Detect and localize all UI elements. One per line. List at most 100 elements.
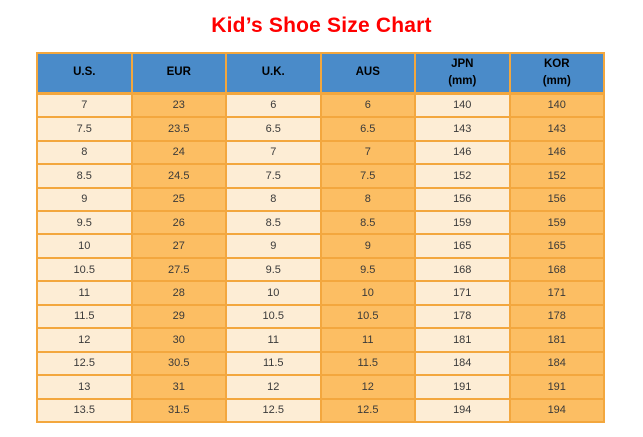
size-table: U.S. EUR U.K. AUS JPN (mm) KOR (mm) 7 23 6 6 140 1… <box>36 52 605 424</box>
table-cell: 181 <box>508 327 605 353</box>
table-cell: 11 <box>36 280 133 306</box>
table-cell: 171 <box>414 280 511 306</box>
table-row: 10 27 9 9 165 165 <box>36 233 605 259</box>
column-header-u-s: U.S. <box>36 52 133 95</box>
table-cell: 184 <box>508 350 605 377</box>
table-cell: 159 <box>508 209 605 236</box>
table-cell: 146 <box>414 139 511 166</box>
table-row: 11 28 10 10 171 171 <box>36 280 605 306</box>
table-cell: 27 <box>130 233 227 259</box>
size-table-body: 7 23 6 6 140 140 7.5 23.5 6.5 6.5 143 143 8 24 7 7 146 14… <box>36 91 605 424</box>
column-header-jpn-mm: JPN (mm) <box>414 52 511 95</box>
table-cell: 140 <box>414 91 511 119</box>
table-cell: 146 <box>508 139 605 166</box>
table-cell: 7.5 <box>225 163 322 189</box>
table-cell: 9.5 <box>225 256 322 283</box>
table-cell: 168 <box>508 256 605 283</box>
table-cell: 165 <box>414 233 511 259</box>
table-cell: 140 <box>508 91 605 119</box>
table-cell: 10 <box>225 280 322 306</box>
table-cell: 6 <box>319 91 416 119</box>
table-cell: 156 <box>414 186 511 213</box>
table-cell: 11.5 <box>225 350 322 377</box>
table-cell: 11.5 <box>319 350 416 377</box>
table-cell: 12.5 <box>225 397 322 424</box>
column-header-eur: EUR <box>130 52 227 95</box>
table-cell: 28 <box>130 280 227 306</box>
table-cell: 9.5 <box>319 256 416 283</box>
table-cell: 25 <box>130 186 227 213</box>
table-cell: 178 <box>414 303 511 330</box>
table-cell: 23.5 <box>130 116 227 142</box>
table-cell: 152 <box>508 163 605 189</box>
table-cell: 152 <box>414 163 511 189</box>
table-cell: 194 <box>414 397 511 424</box>
table-cell: 11 <box>319 327 416 353</box>
table-cell: 13 <box>36 374 133 400</box>
table-cell: 8.5 <box>319 209 416 236</box>
table-cell: 7 <box>319 139 416 166</box>
chart-title: Kid’s Shoe Size Chart <box>211 14 432 37</box>
table-cell: 10 <box>319 280 416 306</box>
table-row: 13 31 12 12 191 191 <box>36 374 605 400</box>
table-row: 9.5 26 8.5 8.5 159 159 <box>36 209 605 236</box>
table-cell: 31 <box>130 374 227 400</box>
table-cell: 12 <box>36 327 133 353</box>
table-row: 12.5 30.5 11.5 11.5 184 184 <box>36 350 605 377</box>
column-header-aus: AUS <box>319 52 416 95</box>
table-cell: 13.5 <box>36 397 133 424</box>
table-cell: 168 <box>414 256 511 283</box>
column-header-kor-mm: KOR (mm) <box>508 52 605 95</box>
table-cell: 11 <box>225 327 322 353</box>
table-cell: 143 <box>414 116 511 142</box>
table-cell: 194 <box>508 397 605 424</box>
table-cell: 7.5 <box>36 116 133 142</box>
header-row: U.S. EUR U.K. AUS JPN (mm) KOR (mm) <box>36 52 605 95</box>
table-cell: 8 <box>319 186 416 213</box>
table-cell: 31.5 <box>130 397 227 424</box>
table-cell: 23 <box>130 91 227 119</box>
table-cell: 181 <box>414 327 511 353</box>
table-cell: 9.5 <box>36 209 133 236</box>
table-cell: 8.5 <box>36 163 133 189</box>
table-row: 8 24 7 7 146 146 <box>36 139 605 166</box>
table-cell: 8 <box>36 139 133 166</box>
table-cell: 7 <box>225 139 322 166</box>
table-row: 8.5 24.5 7.5 7.5 152 152 <box>36 163 605 189</box>
table-row: 13.5 31.5 12.5 12.5 194 194 <box>36 397 605 424</box>
table-cell: 26 <box>130 209 227 236</box>
table-cell: 11.5 <box>36 303 133 330</box>
table-cell: 12.5 <box>36 350 133 377</box>
table-cell: 156 <box>508 186 605 213</box>
table-row: 7.5 23.5 6.5 6.5 143 143 <box>36 116 605 142</box>
table-cell: 184 <box>414 350 511 377</box>
table-cell: 24.5 <box>130 163 227 189</box>
table-cell: 191 <box>414 374 511 400</box>
table-cell: 9 <box>225 233 322 259</box>
table-cell: 12.5 <box>319 397 416 424</box>
table-cell: 6.5 <box>319 116 416 142</box>
table-row: 11.5 29 10.5 10.5 178 178 <box>36 303 605 330</box>
table-cell: 30 <box>130 327 227 353</box>
table-cell: 159 <box>414 209 511 236</box>
table-cell: 9 <box>319 233 416 259</box>
table-cell: 12 <box>319 374 416 400</box>
table-cell: 8.5 <box>225 209 322 236</box>
table-row: 7 23 6 6 140 140 <box>36 91 605 119</box>
table-row: 10.5 27.5 9.5 9.5 168 168 <box>36 256 605 283</box>
table-cell: 30.5 <box>130 350 227 377</box>
table-cell: 178 <box>508 303 605 330</box>
table-cell: 165 <box>508 233 605 259</box>
column-header-u-k: U.K. <box>225 52 322 95</box>
table-cell: 8 <box>225 186 322 213</box>
table-row: 12 30 11 11 181 181 <box>36 327 605 353</box>
table-cell: 143 <box>508 116 605 142</box>
table-cell: 27.5 <box>130 256 227 283</box>
table-cell: 24 <box>130 139 227 166</box>
table-cell: 12 <box>225 374 322 400</box>
table-cell: 10.5 <box>225 303 322 330</box>
table-cell: 10.5 <box>36 256 133 283</box>
size-table-head: U.S. EUR U.K. AUS JPN (mm) KOR (mm) <box>36 52 605 95</box>
table-cell: 10 <box>36 233 133 259</box>
